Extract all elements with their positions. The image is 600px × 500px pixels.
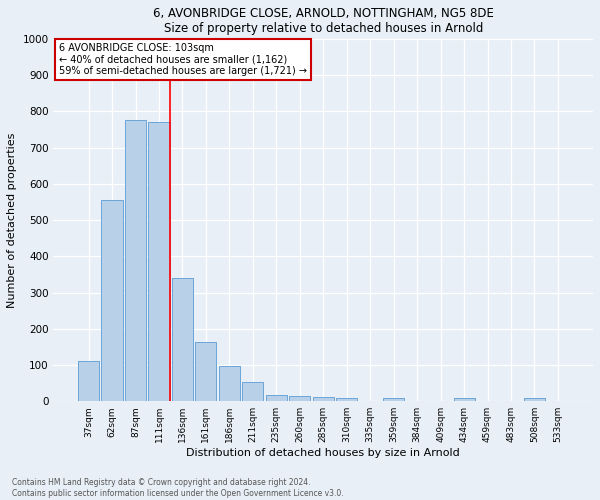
Text: Contains HM Land Registry data © Crown copyright and database right 2024.
Contai: Contains HM Land Registry data © Crown c… xyxy=(12,478,344,498)
Bar xyxy=(383,398,404,402)
Bar xyxy=(524,398,545,402)
Bar xyxy=(101,200,122,402)
Bar xyxy=(125,120,146,402)
Title: 6, AVONBRIDGE CLOSE, ARNOLD, NOTTINGHAM, NG5 8DE
Size of property relative to de: 6, AVONBRIDGE CLOSE, ARNOLD, NOTTINGHAM,… xyxy=(153,7,494,35)
Bar xyxy=(289,396,310,402)
Bar xyxy=(266,394,287,402)
Bar xyxy=(313,397,334,402)
Bar xyxy=(242,382,263,402)
Bar xyxy=(454,398,475,402)
Bar xyxy=(148,122,170,402)
Bar xyxy=(172,278,193,402)
Y-axis label: Number of detached properties: Number of detached properties xyxy=(7,132,17,308)
X-axis label: Distribution of detached houses by size in Arnold: Distribution of detached houses by size … xyxy=(187,448,460,458)
Bar xyxy=(336,398,358,402)
Bar xyxy=(78,362,99,402)
Bar xyxy=(219,366,240,402)
Bar xyxy=(196,342,217,402)
Text: 6 AVONBRIDGE CLOSE: 103sqm
← 40% of detached houses are smaller (1,162)
59% of s: 6 AVONBRIDGE CLOSE: 103sqm ← 40% of deta… xyxy=(59,42,307,76)
